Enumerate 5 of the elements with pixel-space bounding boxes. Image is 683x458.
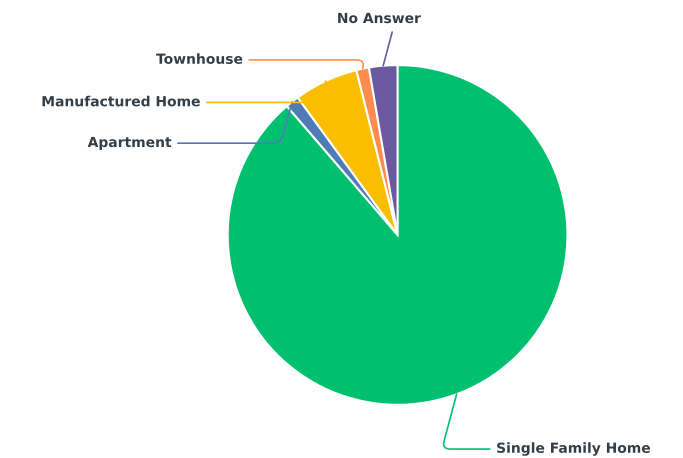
slice-label: Townhouse [156, 53, 242, 64]
slice-label: No Answer [338, 12, 421, 24]
slice-label: Single Family Home [497, 442, 650, 456]
slice-label: Manufactured Home [42, 96, 200, 106]
slice-label: Apartment [88, 136, 172, 150]
